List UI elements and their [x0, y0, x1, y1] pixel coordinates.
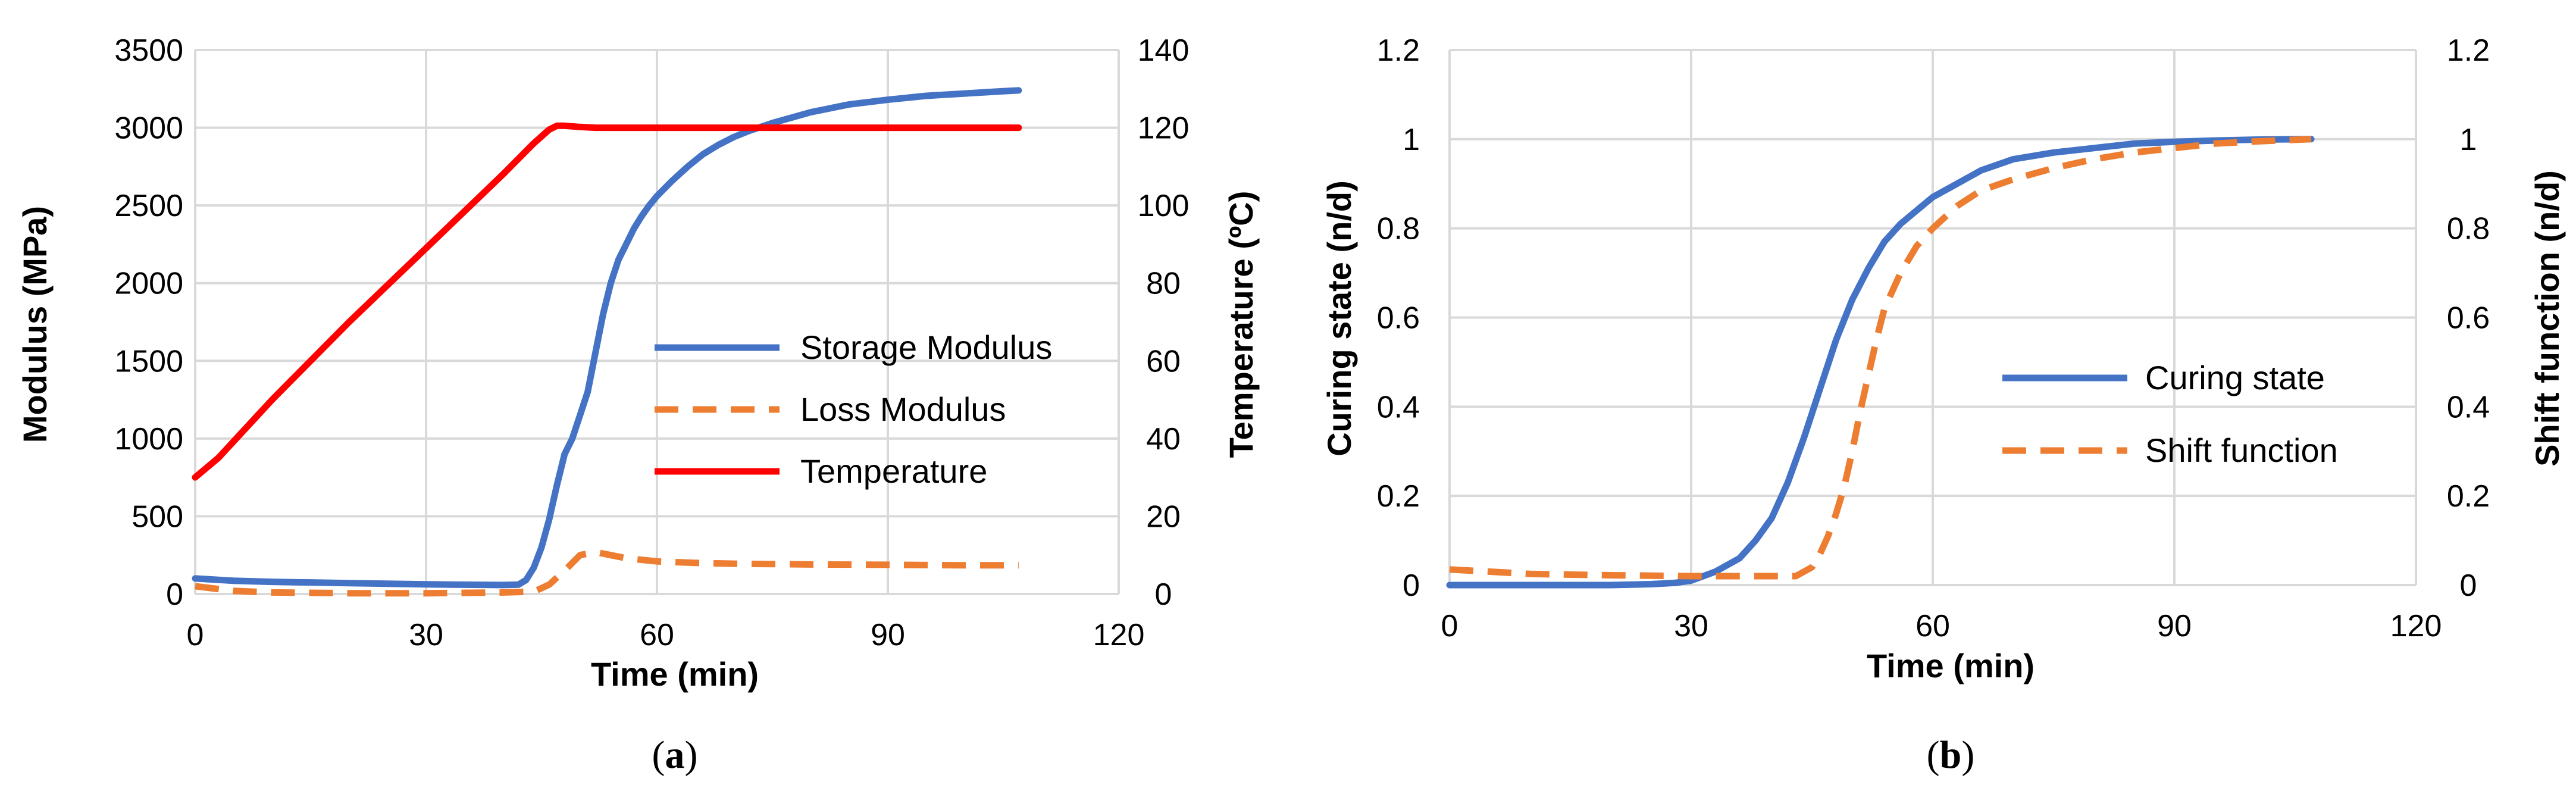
- x-tick-label: 30: [409, 618, 443, 652]
- y-tick-label: 500: [132, 499, 183, 534]
- series-line-shift-function: [1449, 136, 2312, 580]
- x-tick-label: 60: [640, 618, 674, 652]
- x-tick-label: 0: [187, 618, 204, 652]
- panel-label: (b): [1927, 733, 1975, 777]
- y-axis-title: Curing state (n/d): [1320, 180, 1358, 457]
- y-tick-label: 1.2: [1377, 33, 1420, 68]
- gridlines: [1448, 49, 2417, 586]
- y-tick-label: 0.2: [1377, 479, 1420, 514]
- x-tick-label: 90: [2157, 609, 2192, 643]
- y-tick-label: 1500: [114, 344, 183, 379]
- legend-label: Shift function: [2145, 432, 2338, 469]
- y2-tick-label: 0.2: [2447, 479, 2490, 514]
- legend-label: Storage Modulus: [800, 329, 1052, 366]
- legend-label: Curing state: [2145, 359, 2325, 396]
- y-tick-label: 0.4: [1377, 390, 1420, 424]
- gridlines: [194, 49, 1120, 595]
- y2-tick-label: 0.4: [2447, 390, 2490, 424]
- y2-tick-label: 0.6: [2447, 301, 2490, 336]
- series-line-curing-state: [1446, 136, 2315, 589]
- x-axis-title: Time (min): [1867, 647, 2034, 684]
- y2-tick-label: 20: [1146, 499, 1181, 534]
- y2-tick-label: 140: [1138, 33, 1190, 68]
- y-tick-label: 1000: [114, 422, 183, 457]
- y-axis-title: Modulus (MPa): [16, 206, 54, 443]
- y-tick-label: 2000: [114, 267, 183, 301]
- y2-tick-label: 0: [1155, 577, 1172, 612]
- series-line-loss-modulus: [195, 549, 1019, 597]
- series-line-temperature: [192, 122, 1022, 481]
- legend-label: Loss Modulus: [800, 390, 1006, 428]
- y-tick-label: 0: [166, 577, 183, 612]
- legend: Storage Modulus Loss Modulus Temperature: [655, 329, 1052, 490]
- x-tick-label: 60: [1915, 609, 1950, 643]
- y-tick-label: 0.6: [1377, 301, 1420, 336]
- y-tick-label: 0: [1403, 568, 1420, 603]
- y2-tick-label: 1.2: [2447, 33, 2490, 68]
- y-tick-label: 0.8: [1377, 212, 1420, 246]
- x-tick-label: 30: [1674, 609, 1708, 643]
- y2-tick-label: 60: [1146, 344, 1181, 379]
- series-line-storage-modulus: [192, 87, 1022, 589]
- y-tick-label: 3500: [114, 33, 183, 68]
- x-tick-label: 90: [871, 618, 905, 652]
- chart-panel-b: 0 30 60 90 120 0 0.2 0.4 0.6 0.8 1 1.2 0 0.2 0.4 0.6 0.8…: [1320, 33, 2566, 777]
- y2-tick-label: 100: [1138, 189, 1190, 223]
- y2-axis-title: Temperature (ºC): [1222, 191, 1260, 458]
- y2-tick-label: 40: [1146, 422, 1181, 457]
- x-tick-label: 0: [1441, 609, 1458, 643]
- y2-axis-title: Shift function (n/d): [2528, 170, 2566, 467]
- y-tick-label: 3000: [114, 111, 183, 146]
- y-tick-label: 2500: [114, 189, 183, 223]
- y2-tick-label: 120: [1138, 111, 1190, 146]
- legend-label: Temperature: [800, 452, 987, 490]
- y-tick-label: 1: [1403, 123, 1420, 157]
- panel-label: (a): [652, 733, 698, 777]
- x-axis-title: Time (min): [591, 655, 759, 693]
- x-tick-label: 120: [2390, 609, 2442, 643]
- chart-panel-a: 0 30 60 90 120 0 500 1000 1500 2000 2500 3000 3500 0 2…: [16, 33, 1260, 777]
- x-tick-label: 120: [1093, 618, 1145, 652]
- y2-tick-label: 0.8: [2447, 212, 2490, 246]
- y2-tick-label: 80: [1146, 267, 1181, 301]
- legend: Curing state Shift function: [2002, 359, 2338, 469]
- y2-tick-label: 1: [2460, 123, 2477, 157]
- y2-tick-label: 0: [2460, 568, 2477, 603]
